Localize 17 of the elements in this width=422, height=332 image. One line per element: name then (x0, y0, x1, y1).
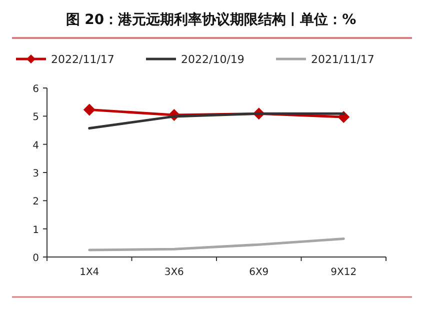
x-tick-label: 1X4 (80, 267, 100, 278)
y-tick-label: 3 (32, 168, 39, 180)
x-tick-label: 9X12 (330, 267, 357, 278)
y-tick-label: 1 (32, 224, 39, 236)
x-tick-label: 6X9 (249, 267, 269, 278)
y-tick-label: 2 (32, 196, 39, 208)
y-tick-label: 5 (32, 112, 39, 124)
y-tick-label: 4 (32, 140, 39, 152)
legend-label: 2021/11/17 (311, 53, 374, 66)
line-series (88, 237, 345, 252)
legend-label: 2022/10/19 (181, 53, 244, 66)
y-tick-label: 0 (32, 253, 39, 264)
chart-title: 图 20：港元远期利率协议期限结构丨单位：% (66, 11, 356, 28)
y-tick-label: 6 (32, 84, 39, 95)
point (83, 104, 96, 116)
legend-label: 2022/11/17 (51, 53, 114, 66)
x-tick-label: 3X6 (164, 267, 184, 278)
